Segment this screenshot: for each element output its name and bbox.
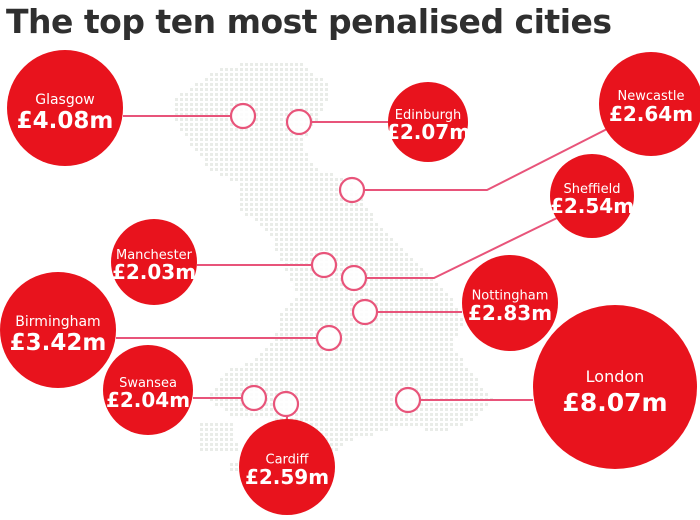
bubble-swansea: Swansea£2.04m [103, 345, 193, 435]
bubble-circle-glasgow [7, 50, 123, 166]
city-value-london: £8.07m [562, 388, 667, 417]
bubble-newcastle: Newcastle£2.64m [599, 52, 700, 156]
marker-sheffield [340, 264, 368, 292]
bubble-circle-manchester [111, 219, 197, 305]
bubble-birmingham: Birmingham£3.42m [0, 272, 116, 388]
city-name-birmingham: Birmingham [15, 314, 100, 330]
city-value-newcastle: £2.64m [609, 102, 693, 126]
city-name-swansea: Swansea [119, 376, 177, 391]
marker-swansea [240, 384, 268, 412]
city-name-london: London [586, 367, 645, 386]
bubble-circle-edinburgh [388, 82, 468, 162]
bubble-circle-sheffield [550, 154, 634, 238]
city-value-glasgow: £4.08m [17, 108, 114, 134]
connector-lines [116, 115, 610, 419]
marker-newcastle [338, 176, 366, 204]
map-dots [175, 63, 493, 476]
bubble-nottingham: Nottingham£2.83m [462, 255, 558, 351]
city-value-sheffield: £2.54m [550, 194, 634, 218]
city-name-newcastle: Newcastle [618, 89, 685, 104]
bubble-circle-swansea [103, 345, 193, 435]
uk-dot-map [175, 63, 493, 476]
bubble-cardiff: Cardiff£2.59m [239, 419, 335, 515]
city-name-nottingham: Nottingham [472, 289, 549, 304]
bubble-manchester: Manchester£2.03m [111, 219, 197, 305]
city-value-birmingham: £3.42m [10, 330, 107, 356]
marker-london [394, 386, 422, 414]
marker-glasgow [229, 102, 257, 130]
connector-newcastle [364, 127, 610, 191]
marker-birmingham [315, 324, 343, 352]
bubble-circle-cardiff [239, 419, 335, 515]
bubble-circle-newcastle [599, 52, 700, 156]
city-name-sheffield: Sheffield [564, 182, 621, 197]
city-location-markers [229, 102, 422, 418]
city-value-cardiff: £2.59m [245, 465, 329, 489]
bubble-glasgow: Glasgow£4.08m [7, 50, 123, 166]
city-name-edinburgh: Edinburgh [395, 108, 461, 123]
city-name-manchester: Manchester [116, 248, 193, 263]
connector-sheffield [366, 217, 558, 279]
city-name-cardiff: Cardiff [266, 453, 310, 468]
city-bubbles: Glasgow£4.08m Edinburgh£2.07mNewcastle£2.… [0, 50, 700, 515]
marker-nottingham [351, 298, 379, 326]
city-value-manchester: £2.03m [112, 260, 196, 284]
city-value-nottingham: £2.83m [468, 301, 552, 325]
city-value-swansea: £2.04m [106, 388, 190, 412]
bubble-sheffield: Sheffield£2.54m [550, 154, 634, 238]
bubble-london: London £8.07m [533, 305, 697, 469]
bubble-circle-nottingham [462, 255, 558, 351]
bubble-edinburgh: Edinburgh£2.07m [386, 82, 470, 162]
city-name-glasgow: Glasgow [35, 92, 95, 108]
marker-manchester [310, 251, 338, 279]
bubble-circle-london [533, 305, 697, 469]
marker-cardiff [272, 390, 300, 418]
marker-edinburgh [285, 108, 313, 136]
page-title: The top ten most penalised cities [6, 2, 612, 41]
city-value-edinburgh: £2.07m [386, 120, 470, 144]
bubble-circle-birmingham [0, 272, 116, 388]
